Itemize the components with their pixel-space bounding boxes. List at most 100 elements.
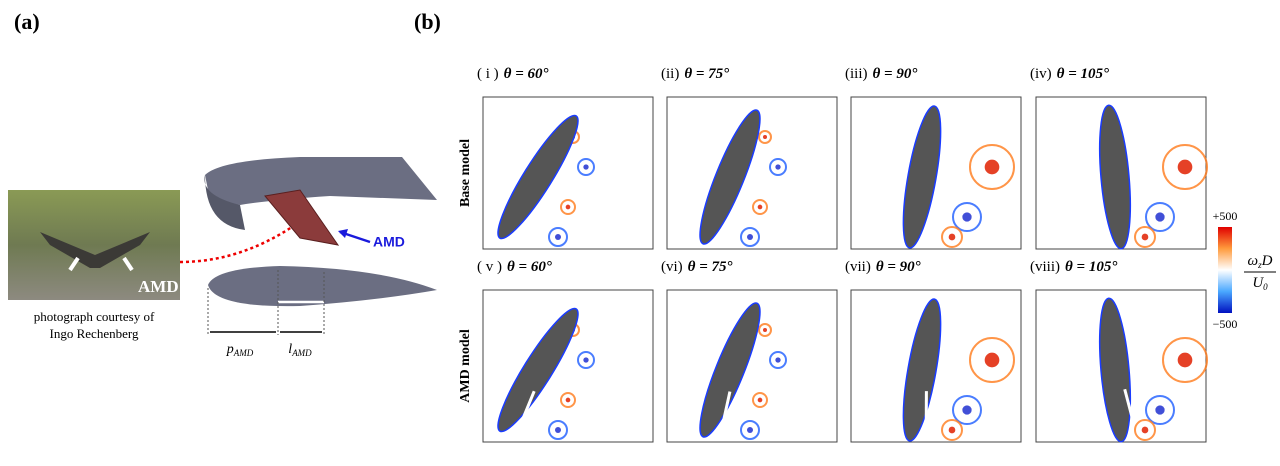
vortex-core [757, 397, 763, 403]
panel-roman: (vi) [661, 259, 683, 275]
panel-roman: (vii) [845, 259, 871, 275]
sym: D [1261, 253, 1273, 269]
panel-tag: (b) [414, 9, 441, 34]
flow-field [902, 105, 1015, 249]
vortex [769, 158, 787, 176]
flow-field [497, 307, 595, 440]
vortex-core [775, 164, 781, 170]
flow-field [1098, 104, 1208, 250]
vortex [969, 144, 1015, 190]
panel-angle: θ = 60° [507, 259, 552, 275]
colorbar-denominator: U0 [1252, 275, 1268, 292]
airfoil [699, 109, 761, 245]
vortex-core [1141, 426, 1149, 434]
amd-label: AMD [373, 234, 405, 250]
vortex [1134, 226, 1156, 248]
vortex-core [962, 212, 972, 222]
airfoil [1098, 104, 1132, 250]
vortex-core [948, 233, 956, 241]
airfoil [1098, 297, 1132, 443]
panel-tag: (a) [14, 9, 40, 34]
vortex-core [948, 426, 956, 434]
panel-label: (ii) θ = 75° [661, 66, 729, 82]
amd-arrowhead [338, 229, 348, 238]
vortex-core [984, 352, 1000, 368]
vortex-core [1141, 233, 1149, 241]
photo-arrow [122, 256, 134, 272]
vortex-core [565, 204, 571, 210]
vortex-core [763, 328, 767, 332]
panel-label: ( i ) θ = 60° [477, 66, 549, 82]
vortex-core [747, 427, 753, 433]
vortex-core [1155, 405, 1165, 415]
vortex [740, 227, 760, 247]
dim-main: p [226, 342, 234, 357]
panel-angle: θ = 75° [684, 66, 729, 82]
vortex-core [962, 405, 972, 415]
vortex [560, 392, 576, 408]
vortex [752, 392, 768, 408]
airfoil [497, 307, 579, 433]
caption: photograph courtesy of [34, 309, 155, 324]
panel-label: (iv) θ = 105° [1030, 66, 1109, 82]
row-label: Base model [458, 139, 473, 207]
dim-label: pAMD [226, 342, 254, 358]
vortex-core [747, 234, 753, 240]
amd-flap [519, 390, 536, 425]
vortex [1145, 395, 1175, 425]
vortex [758, 130, 772, 144]
airfoil [902, 298, 942, 442]
panel-angle: θ = 105° [1065, 259, 1117, 275]
flow-field [497, 114, 595, 247]
colorbar-top: +500 [1213, 209, 1238, 223]
vortex-core [583, 357, 589, 363]
panel-label: (viii) θ = 105° [1030, 259, 1117, 275]
vortex-core [565, 397, 571, 403]
dim-label: lAMD [288, 342, 312, 358]
vortex-core [555, 427, 561, 433]
caption: Ingo Rechenberg [50, 326, 139, 341]
vortex-core [775, 357, 781, 363]
photo-beetle [40, 232, 150, 268]
vortex [1145, 202, 1175, 232]
flow-field [902, 298, 1015, 442]
vortex [1134, 419, 1156, 441]
wing-3d [205, 157, 437, 205]
vortex [1162, 144, 1208, 190]
panel-angle: θ = 90° [873, 66, 918, 82]
vortex [769, 351, 787, 369]
panel-label: (vi) θ = 75° [661, 259, 733, 275]
panel-angle: θ = 90° [876, 259, 921, 275]
vortex [752, 199, 768, 215]
panel-label: (iii) θ = 90° [845, 66, 917, 82]
flow-field [699, 302, 787, 440]
photo [8, 190, 180, 300]
sym: 0 [1263, 282, 1268, 292]
airfoil [497, 114, 579, 240]
flow-field [1098, 297, 1208, 443]
row-label: AMD model [458, 329, 473, 403]
vortex-core [984, 159, 1000, 175]
flow-field [699, 109, 787, 247]
sym: U [1252, 275, 1264, 291]
vortex [969, 337, 1015, 383]
colorbar [1218, 227, 1232, 313]
panel-roman: (viii) [1030, 259, 1060, 275]
vortex-core [763, 135, 767, 139]
airfoil [699, 302, 761, 438]
dim-main: l [288, 342, 292, 357]
panel-roman: (ii) [661, 66, 679, 82]
vortex-core [583, 164, 589, 170]
panel-angle: θ = 60° [504, 66, 549, 82]
vortex [577, 351, 595, 369]
photo-arrow [68, 256, 80, 272]
amd-flap [924, 391, 928, 427]
amd-flap [1123, 388, 1136, 424]
panel-label: ( v ) θ = 60° [477, 259, 552, 275]
panel-angle: θ = 75° [688, 259, 733, 275]
panel-roman: ( i ) [477, 66, 499, 82]
panel-roman: (iii) [845, 66, 868, 82]
vortex-core [555, 234, 561, 240]
sym: ω [1248, 253, 1259, 269]
